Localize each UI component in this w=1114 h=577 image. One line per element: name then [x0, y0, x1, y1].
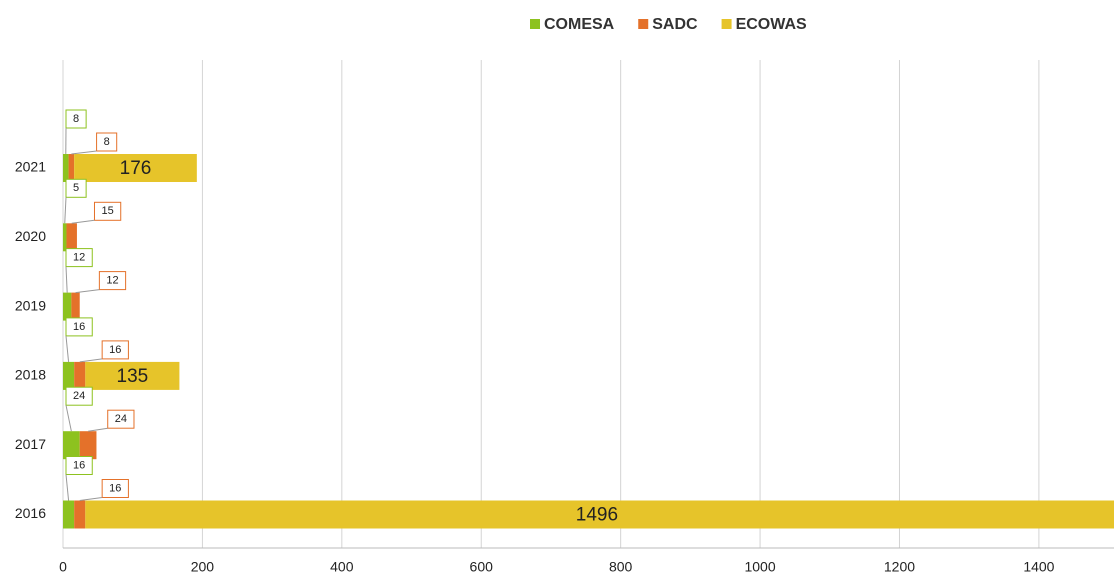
- y-tick-label: 2021: [15, 159, 46, 175]
- bar-segment: [74, 361, 86, 390]
- labels: 0 200 400 600 800 1000 1200 1400 COMESA SADC ECOWA…: [15, 16, 1055, 574]
- data-label: 16: [109, 482, 121, 494]
- data-label: 24: [73, 390, 85, 402]
- legend-swatch: [530, 19, 540, 29]
- bar-segment: [63, 292, 72, 321]
- legend-label: COMESA: [544, 16, 615, 33]
- label-box: [65, 386, 93, 406]
- legend-swatch: [638, 19, 649, 29]
- bar-segment: [63, 500, 75, 529]
- label-box: [101, 479, 129, 498]
- label-box: [93, 201, 122, 221]
- leader-line: [65, 405, 72, 432]
- x-tick-label: 0: [59, 559, 67, 575]
- leader-line: [65, 335, 70, 362]
- x-tick-label: 1000: [744, 559, 775, 575]
- x-tick-label: 600: [470, 559, 494, 575]
- data-label: 24: [115, 413, 127, 425]
- label-box: [65, 317, 93, 337]
- label-box: [65, 248, 93, 268]
- bar-segment: [63, 154, 69, 182]
- bar-segment: [74, 154, 197, 182]
- bar-segment: [63, 223, 67, 252]
- y-tick-label: 2020: [15, 228, 46, 244]
- x-tick-label: 1200: [884, 559, 915, 575]
- bar-segment: [85, 500, 1114, 529]
- data-label: 15: [101, 205, 113, 217]
- y-tick-label: 2019: [15, 297, 46, 313]
- grid: [62, 60, 1114, 549]
- x-tick-label: 400: [330, 559, 354, 575]
- label-box: [107, 409, 135, 429]
- y-tick-label: 2016: [15, 505, 46, 521]
- data-label: 5: [73, 182, 79, 194]
- legend-label: ECOWAS: [736, 16, 807, 33]
- label-box: [65, 456, 93, 475]
- data-label: 16: [109, 344, 121, 356]
- data-label: 12: [73, 252, 85, 264]
- bar-segment: [63, 361, 75, 390]
- data-label: 8: [73, 113, 79, 125]
- leader-line: [79, 497, 103, 501]
- leader-line: [65, 474, 70, 501]
- data-label: 16: [73, 321, 85, 333]
- label-box: [65, 109, 87, 129]
- bar-segment: [74, 500, 86, 529]
- bar-segment: [85, 361, 180, 390]
- bar-segment: [66, 223, 77, 252]
- leader-line: [64, 197, 67, 224]
- leader-line: [88, 427, 108, 432]
- x-tick-label: 200: [191, 559, 215, 575]
- bar-segment: [71, 292, 80, 321]
- label-box: [65, 178, 87, 198]
- bars: [63, 154, 1114, 529]
- label-box: [98, 271, 127, 291]
- label-box: [101, 340, 129, 360]
- y-tick-label: 2017: [15, 436, 46, 452]
- data-label: 12: [106, 275, 118, 287]
- leader-line: [65, 266, 68, 293]
- bar-segment: [68, 154, 75, 182]
- x-tick-label: 800: [609, 559, 633, 575]
- bar-segment: [79, 431, 97, 460]
- data-label: 16: [73, 459, 85, 471]
- leader-line: [71, 219, 95, 224]
- data-label: 135: [117, 366, 149, 387]
- legend-swatch: [721, 19, 732, 29]
- leader-line: [75, 289, 100, 294]
- data-label: 176: [120, 158, 152, 179]
- leader-line: [71, 150, 97, 155]
- y-tick-label: 2018: [15, 367, 46, 383]
- bar-segment: [63, 431, 80, 460]
- x-tick-label: 1400: [1023, 559, 1054, 575]
- leader-line: [79, 358, 103, 363]
- data-label: 8: [104, 136, 110, 148]
- legend-label: SADC: [652, 16, 698, 33]
- label-box: [96, 132, 118, 152]
- data-label: 1496: [576, 505, 618, 526]
